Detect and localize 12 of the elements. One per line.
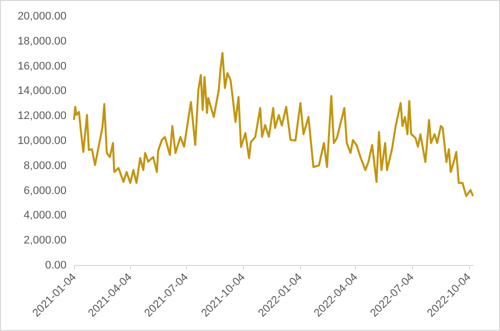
y-tick-label: 8,000.00 bbox=[24, 160, 66, 172]
y-tick-label: 12,000.00 bbox=[18, 110, 66, 122]
y-tick-label: 18,000.00 bbox=[18, 35, 66, 48]
y-tick-label: 20,000.00 bbox=[18, 10, 66, 22]
line-series bbox=[73, 52, 474, 198]
y-tick-label: 6,000.00 bbox=[24, 184, 66, 197]
y-tick-label: 16,000.00 bbox=[18, 60, 66, 72]
y-tick-label: 0.00 bbox=[45, 260, 66, 272]
y-tick-label: 4,000.00 bbox=[24, 210, 66, 222]
y-tick-label: 2,000.00 bbox=[24, 234, 66, 247]
y-tick-label: 10,000.00 bbox=[18, 135, 66, 147]
y-tick-label: 14,000.00 bbox=[18, 85, 66, 98]
